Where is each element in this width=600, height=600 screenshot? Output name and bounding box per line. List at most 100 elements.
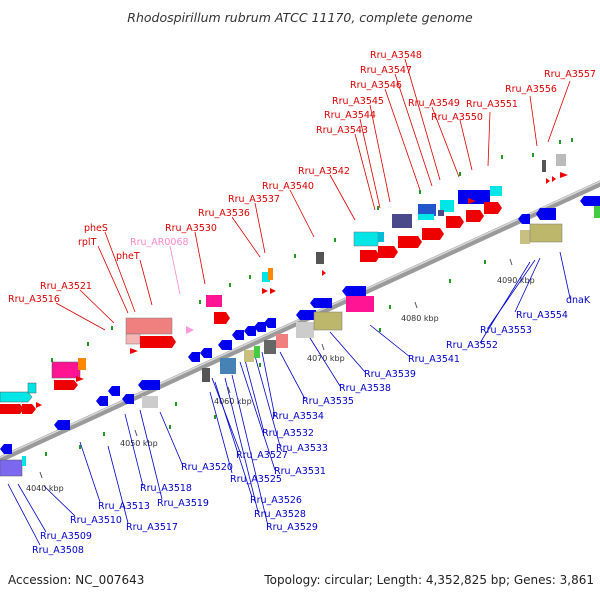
- feature-cds[interactable]: [244, 350, 254, 362]
- gene-label[interactable]: Rru_A3508: [32, 545, 84, 556]
- gene-label[interactable]: Rru_A3550: [431, 112, 483, 123]
- feature-cds[interactable]: [296, 310, 316, 320]
- feature-cds[interactable]: [125, 333, 141, 345]
- feature-cds[interactable]: [276, 334, 288, 348]
- feature-cds[interactable]: [214, 312, 230, 324]
- feature-cds[interactable]: [51, 361, 81, 379]
- feature-cds[interactable]: [264, 318, 276, 328]
- feature-cds[interactable]: [313, 311, 343, 331]
- feature-cds[interactable]: [520, 230, 530, 244]
- gene-label[interactable]: Rru_A3521: [40, 281, 92, 292]
- gene-label[interactable]: Rru_A3537: [228, 194, 280, 205]
- feature-cds[interactable]: [78, 358, 86, 370]
- feature-cds[interactable]: [0, 391, 33, 403]
- feature-cds[interactable]: [254, 322, 266, 332]
- feature-cds[interactable]: [316, 252, 324, 264]
- feature-cds[interactable]: [594, 206, 600, 218]
- feature-cds[interactable]: [262, 272, 270, 282]
- feature-cds[interactable]: [418, 214, 434, 220]
- feature-cds[interactable]: [140, 336, 176, 348]
- feature-cds[interactable]: [96, 396, 108, 406]
- feature-cds[interactable]: [268, 268, 273, 280]
- feature-cds[interactable]: [0, 444, 12, 454]
- feature-cds[interactable]: [490, 186, 502, 196]
- feature-cds[interactable]: [22, 404, 36, 414]
- gene-label[interactable]: Rru_A3520: [181, 462, 233, 473]
- feature-cds[interactable]: [54, 420, 70, 430]
- feature-cds[interactable]: [206, 295, 222, 307]
- feature-cds[interactable]: [218, 340, 232, 350]
- feature-cds[interactable]: [27, 382, 37, 394]
- gene-label[interactable]: Rru_A3535: [302, 396, 354, 407]
- feature-cds[interactable]: [529, 223, 563, 243]
- feature-cds[interactable]: [262, 288, 268, 294]
- gene-label[interactable]: Rru_A3551: [466, 99, 518, 110]
- feature-cds[interactable]: [398, 236, 422, 248]
- feature-cds[interactable]: [264, 340, 276, 354]
- feature-cds[interactable]: [202, 368, 210, 382]
- gene-label[interactable]: Rru_A3527: [236, 450, 288, 461]
- feature-cds[interactable]: [458, 190, 490, 204]
- feature-cds[interactable]: [353, 231, 379, 247]
- gene-label[interactable]: Rru_A3541: [408, 354, 460, 365]
- feature-cds[interactable]: [0, 404, 24, 414]
- gene-label[interactable]: pheS: [84, 223, 108, 234]
- feature-cds[interactable]: [138, 380, 160, 390]
- feature-cds[interactable]: [244, 326, 256, 336]
- feature-cds[interactable]: [446, 216, 464, 228]
- gene-label[interactable]: Rru_A3554: [516, 310, 568, 321]
- feature-cds[interactable]: [270, 288, 276, 294]
- gene-label[interactable]: Rru_A3544: [324, 110, 376, 121]
- gene-label[interactable]: Rru_A3545: [332, 96, 384, 107]
- gene-label[interactable]: Rru_A3534: [272, 411, 324, 422]
- feature-cds[interactable]: [142, 396, 158, 408]
- gene-label[interactable]: Rru_A3530: [165, 223, 217, 234]
- gene-label[interactable]: Rru_A3539: [364, 369, 416, 380]
- gene-label[interactable]: Rru_A3547: [360, 65, 412, 76]
- gene-label[interactable]: Rru_A3538: [339, 383, 391, 394]
- feature-cds[interactable]: [556, 154, 566, 166]
- feature-cds[interactable]: [346, 296, 374, 312]
- gene-label[interactable]: Rru_A3549: [408, 98, 460, 109]
- gene-label[interactable]: Rru_A3529: [266, 522, 318, 533]
- gene-label[interactable]: Rru_A3531: [274, 466, 326, 477]
- gene-label[interactable]: Rru_A3543: [316, 125, 368, 136]
- gene-label[interactable]: Rru_A3513: [98, 501, 150, 512]
- gene-label[interactable]: Rru_A3532: [262, 428, 314, 439]
- feature-cds[interactable]: [188, 352, 200, 362]
- gene-label[interactable]: rplT: [78, 237, 97, 248]
- feature-cds[interactable]: [378, 232, 384, 242]
- gene-label[interactable]: Rru_A3526: [250, 495, 302, 506]
- gene-label[interactable]: Rru_AR0068: [130, 237, 189, 248]
- gene-label[interactable]: Rru_A3517: [126, 522, 178, 533]
- feature-cds[interactable]: [220, 358, 236, 374]
- feature-cds[interactable]: [254, 346, 260, 358]
- gene-label[interactable]: Rru_A3510: [70, 515, 122, 526]
- gene-label[interactable]: Rru_A3536: [198, 208, 250, 219]
- feature-cds[interactable]: [22, 456, 26, 466]
- feature-cds[interactable]: [322, 270, 326, 276]
- feature-cds[interactable]: [378, 246, 398, 258]
- feature-cds[interactable]: [125, 317, 173, 335]
- feature-cds[interactable]: [484, 202, 502, 214]
- gene-label[interactable]: Rru_A3557: [544, 69, 596, 80]
- feature-cds[interactable]: [580, 196, 600, 206]
- feature-cds[interactable]: [536, 208, 556, 220]
- gene-label[interactable]: Rru_A3548: [370, 50, 422, 61]
- feature-cds[interactable]: [130, 348, 138, 354]
- gene-label[interactable]: Rru_A3519: [157, 498, 209, 509]
- feature-cds[interactable]: [54, 380, 78, 390]
- feature-cds[interactable]: [76, 376, 84, 382]
- gene-label[interactable]: Rru_A3556: [505, 84, 557, 95]
- gene-label[interactable]: Rru_A3553: [480, 325, 532, 336]
- gene-label[interactable]: Rru_A3518: [140, 483, 192, 494]
- gene-label[interactable]: Rru_A3533: [276, 443, 328, 454]
- gene-label[interactable]: Rru_A3540: [262, 181, 314, 192]
- feature-rna[interactable]: [186, 326, 194, 334]
- gene-label[interactable]: Rru_A3528: [254, 509, 306, 520]
- feature-cds[interactable]: [310, 298, 332, 308]
- gene-label[interactable]: Rru_A3525: [230, 474, 282, 485]
- feature-cds[interactable]: [466, 210, 484, 222]
- feature-cds[interactable]: [108, 386, 120, 396]
- feature-cds[interactable]: [422, 228, 444, 240]
